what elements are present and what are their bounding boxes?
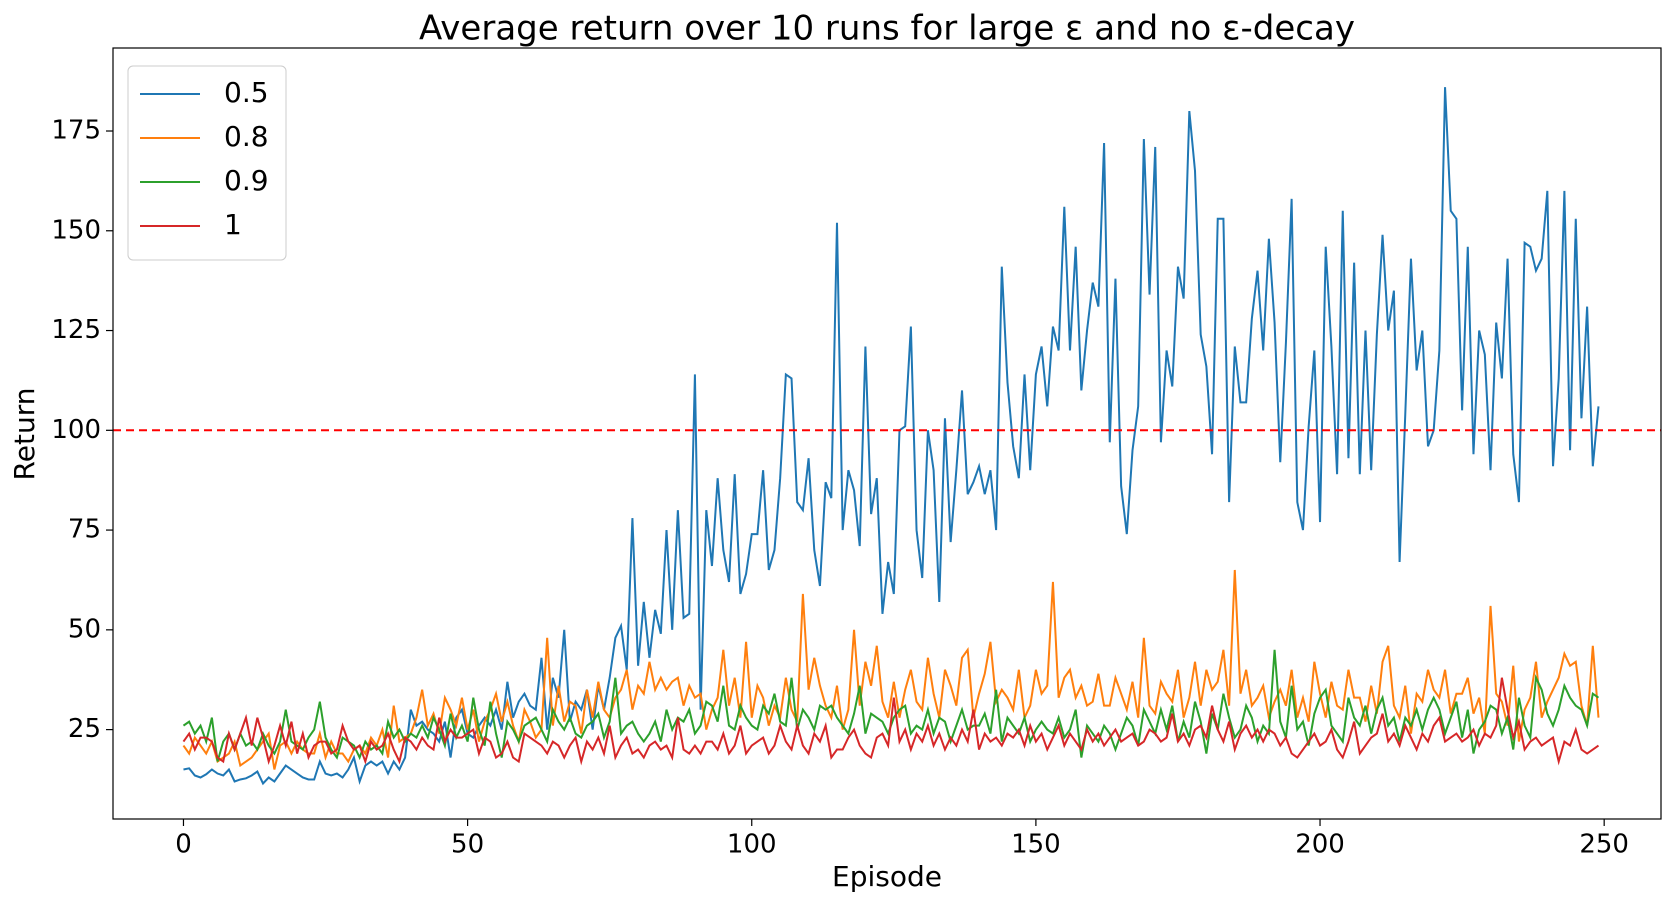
series-line (182, 569, 1600, 770)
x-tick-label: 150 (1011, 830, 1061, 860)
plot-frame (112, 47, 1662, 820)
y-tick-label: 75 (68, 515, 101, 545)
y-tick-label: 25 (68, 714, 101, 744)
x-axis-label: Episode (832, 860, 942, 893)
legend-label: 0.9 (224, 164, 269, 197)
chart-title: Average return over 10 runs for large ε … (419, 9, 1355, 49)
legend-label: 1 (224, 208, 242, 241)
series-line (182, 677, 1600, 766)
y-axis-label: Return (8, 388, 41, 481)
y-tick-label: 125 (51, 315, 101, 345)
x-tick-label: 250 (1579, 830, 1629, 860)
y-tick-label: 175 (51, 116, 101, 146)
y-tick-label: 150 (51, 215, 101, 245)
x-tick-label: 50 (451, 830, 484, 860)
legend-label: 0.5 (224, 76, 269, 109)
legend-label: 0.8 (224, 120, 269, 153)
series-line (183, 87, 1600, 786)
y-tick-label: 50 (68, 614, 101, 644)
legend-box (127, 65, 287, 261)
x-tick-label: 100 (727, 830, 777, 860)
x-tick-label: 0 (175, 830, 192, 860)
y-tick-label: 100 (51, 415, 101, 445)
x-tick-label: 200 (1295, 830, 1345, 860)
